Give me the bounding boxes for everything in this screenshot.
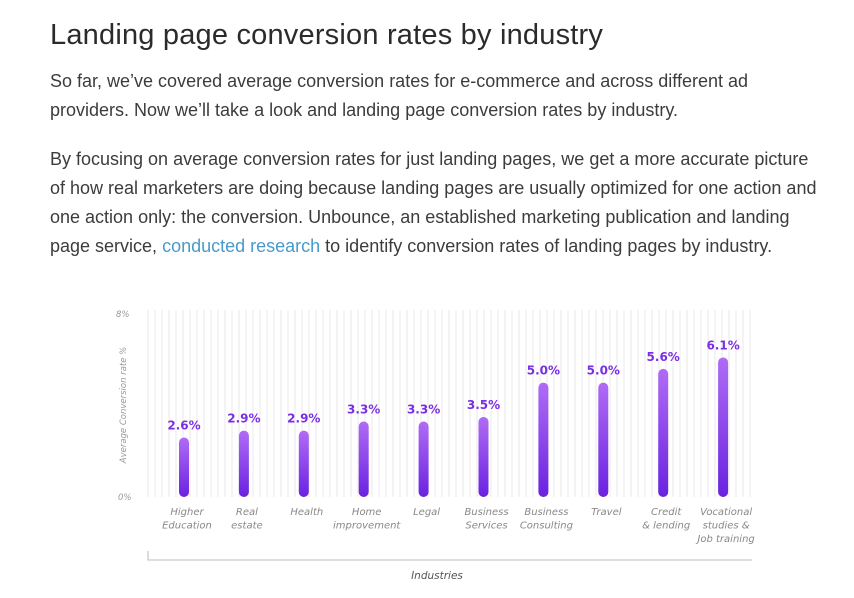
data-label: 5.0% xyxy=(527,364,560,378)
y-tick-label: 8% xyxy=(116,310,130,320)
data-label: 2.9% xyxy=(227,412,260,426)
bar xyxy=(718,357,729,497)
category-label: Travel xyxy=(591,507,622,518)
bar xyxy=(358,421,369,497)
data-label: 3.3% xyxy=(407,403,440,417)
bar xyxy=(538,382,549,497)
data-label: 2.9% xyxy=(287,412,320,426)
data-label: 6.1% xyxy=(706,338,739,352)
chart-gridlines xyxy=(147,310,751,497)
y-axis-label: Average Conversion rate % xyxy=(119,347,129,465)
bar xyxy=(478,416,489,497)
bar xyxy=(598,382,609,497)
x-axis-title: Industries xyxy=(411,570,463,582)
chart-axes: 0% 8% Average Conversion rate % Industries xyxy=(116,310,752,582)
bar xyxy=(238,430,249,497)
category-label: Credit & lending xyxy=(642,507,690,532)
body-paragraph: By focusing on average conversion rates … xyxy=(50,145,820,261)
body-text-after-link: to identify conversion rates of landing … xyxy=(320,236,773,256)
conducted-research-link[interactable]: conducted research xyxy=(162,236,321,256)
data-label: 5.0% xyxy=(587,364,620,378)
category-label: Vocational studies & Job training xyxy=(695,507,754,545)
category-label: Health xyxy=(290,507,323,518)
bar xyxy=(179,437,189,497)
chart-bars xyxy=(179,357,729,497)
body-text-before-link: By focusing on average conversion rates … xyxy=(50,149,817,256)
data-label: 5.6% xyxy=(647,350,680,364)
bar xyxy=(658,368,669,497)
category-label: Higher Education xyxy=(162,507,212,532)
category-label: Legal xyxy=(413,507,440,518)
x-axis-bracket xyxy=(147,551,752,561)
chart-labels: 2.6% Higher Education 2.9% Real estate 2.9% Hea… xyxy=(162,338,755,545)
bar xyxy=(418,421,429,497)
page-title: Landing page conversion rates by industr… xyxy=(50,19,604,51)
category-label: Business Consulting xyxy=(520,507,573,532)
data-label: 3.5% xyxy=(467,398,500,412)
category-label: Business Services xyxy=(464,507,508,532)
data-label: 2.6% xyxy=(167,419,200,433)
data-label: 3.3% xyxy=(347,403,380,417)
category-label: Real estate xyxy=(231,507,262,532)
bar xyxy=(298,430,309,497)
y-tick-label: 0% xyxy=(118,493,132,503)
category-label: Home improvement xyxy=(333,507,401,532)
intro-paragraph: So far, we’ve covered average conversion… xyxy=(50,71,749,120)
